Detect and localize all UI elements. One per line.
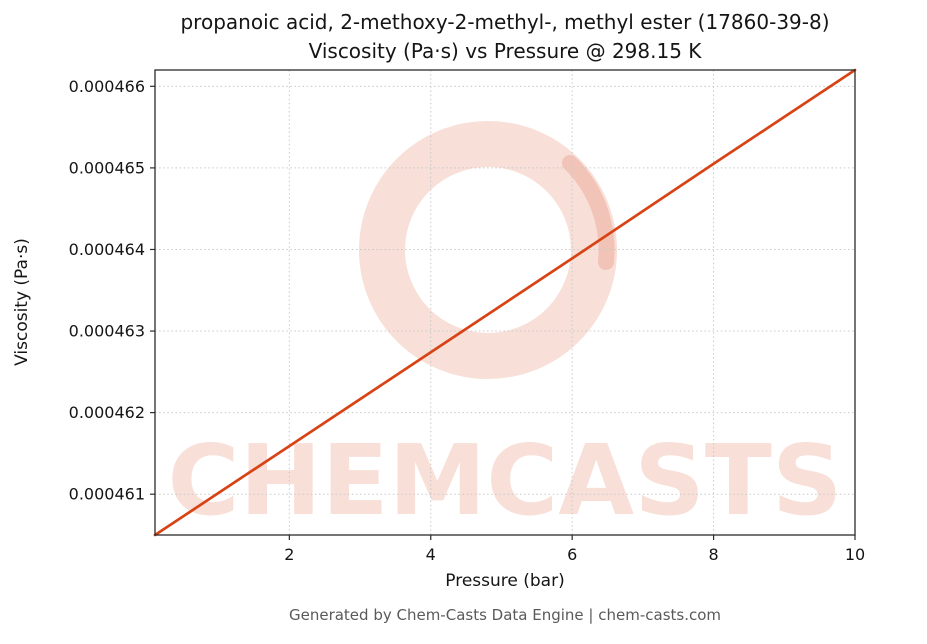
chart-title-line2: Viscosity (Pa·s) vs Pressure @ 298.15 K	[308, 39, 702, 63]
x-tick-label: 6	[567, 545, 577, 564]
y-tick-label: 0.000462	[69, 403, 145, 422]
y-axis-label: Viscosity (Pa·s)	[12, 238, 32, 366]
tick-labels: 2 4 6 8 10 0.000461 0.000462 0.000463 0.000464 0.…	[69, 77, 866, 564]
watermark: CHEMCASTS	[168, 121, 843, 537]
plot-frame	[154, 69, 856, 536]
x-axis-label: Pressure (bar)	[445, 571, 565, 591]
y-tick-label: 0.000463	[69, 322, 145, 341]
y-tick-label: 0.000465	[69, 158, 145, 177]
footer-credit: Generated by Chem-Casts Data Engine | ch…	[288, 606, 722, 624]
y-tick-label: 0.000461	[69, 485, 145, 504]
x-tick-label: 8	[708, 545, 718, 564]
watermark-logo-ring	[359, 121, 617, 379]
ticks	[150, 85, 856, 540]
chart-title: propanoic acid, 2-methoxy-2-methyl-, met…	[180, 8, 829, 66]
x-tick-label: 2	[284, 545, 294, 564]
y-tick-label: 0.000464	[69, 240, 145, 259]
x-tick-label: 4	[426, 545, 436, 564]
y-tick-label: 0.000466	[69, 77, 145, 96]
series-line	[153, 68, 857, 537]
x-tick-label: 10	[845, 545, 865, 564]
grid	[155, 70, 856, 535]
chart-title-line1: propanoic acid, 2-methoxy-2-methyl-, met…	[180, 10, 830, 34]
watermark-text: CHEMCASTS	[168, 424, 843, 537]
